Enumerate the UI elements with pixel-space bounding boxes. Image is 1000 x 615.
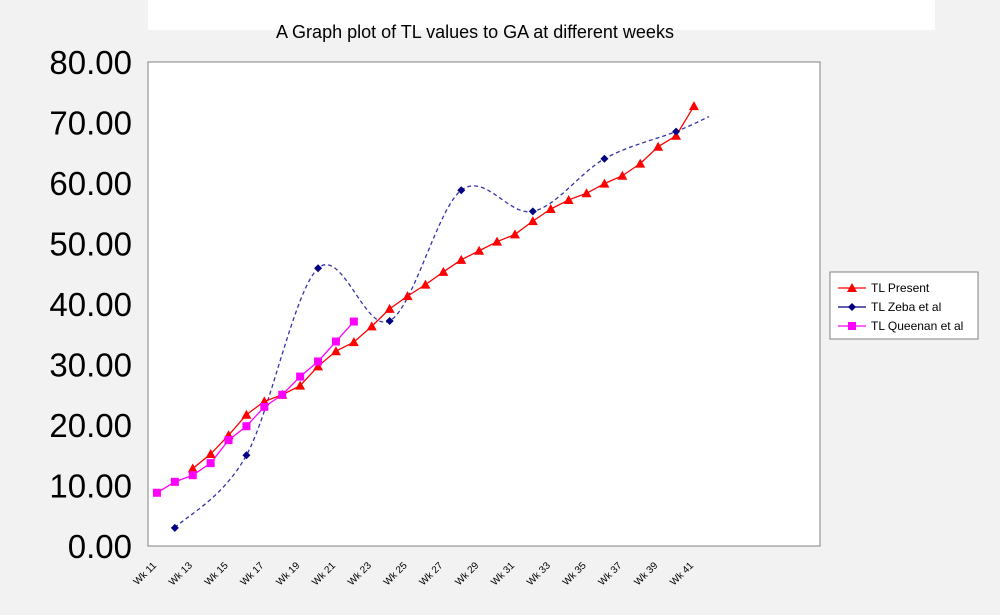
data-point bbox=[600, 154, 609, 163]
data-point bbox=[474, 245, 485, 255]
y-tick-label: 60.00 bbox=[49, 165, 132, 202]
data-point bbox=[278, 390, 287, 399]
data-point bbox=[241, 409, 252, 419]
data-point bbox=[331, 337, 340, 346]
data-point bbox=[205, 449, 216, 459]
series-markers bbox=[152, 101, 699, 532]
data-point bbox=[188, 471, 197, 480]
x-tick-label: Wk 21 bbox=[310, 560, 338, 588]
data-point bbox=[527, 216, 538, 226]
data-point bbox=[224, 436, 233, 445]
data-point bbox=[348, 337, 359, 347]
data-point bbox=[152, 488, 161, 497]
x-tick-label: Wk 27 bbox=[418, 560, 446, 588]
y-tick-label: 80.00 bbox=[49, 44, 132, 81]
data-point bbox=[260, 402, 269, 411]
data-point bbox=[242, 422, 251, 431]
data-point bbox=[206, 459, 215, 468]
data-point bbox=[170, 523, 179, 532]
x-tick-label: Wk 29 bbox=[453, 560, 481, 588]
y-tick-label: 30.00 bbox=[49, 347, 132, 384]
y-tick-label: 40.00 bbox=[49, 286, 132, 323]
data-point bbox=[314, 357, 323, 366]
x-tick-label: Wk 35 bbox=[561, 560, 589, 588]
x-tick-label: Wk 39 bbox=[632, 560, 660, 588]
y-tick-label: 0.00 bbox=[68, 528, 132, 565]
data-point bbox=[528, 207, 537, 216]
x-tick-label: Wk 15 bbox=[203, 560, 231, 588]
data-point bbox=[170, 477, 179, 486]
data-point bbox=[599, 178, 610, 188]
data-point bbox=[384, 303, 395, 313]
data-point bbox=[672, 127, 681, 136]
data-point bbox=[314, 264, 323, 273]
legend-label: TL Zeba et al bbox=[871, 300, 941, 314]
legend-label: TL Queenan et al bbox=[871, 319, 963, 333]
data-point bbox=[366, 321, 377, 331]
data-point bbox=[545, 204, 556, 214]
data-point bbox=[581, 188, 592, 198]
legend-marker bbox=[848, 303, 856, 311]
x-tick-label: Wk 41 bbox=[668, 560, 696, 588]
data-point bbox=[313, 361, 324, 371]
legend-label: TL Present bbox=[871, 281, 930, 295]
y-tick-label: 70.00 bbox=[49, 105, 132, 142]
trendline-path bbox=[174, 115, 710, 529]
data-point bbox=[385, 316, 394, 325]
x-tick-label: Wk 17 bbox=[239, 560, 267, 588]
data-point bbox=[457, 186, 466, 195]
data-point bbox=[509, 229, 520, 239]
x-tick-label: Wk 19 bbox=[274, 560, 302, 588]
x-tick-label: Wk 11 bbox=[132, 560, 160, 588]
data-point bbox=[349, 317, 358, 326]
data-point bbox=[296, 372, 305, 381]
x-tick-label: Wk 31 bbox=[489, 560, 517, 588]
chart-title: A Graph plot of TL values to GA at diffe… bbox=[276, 22, 674, 42]
data-point bbox=[563, 194, 574, 204]
x-tick-label: Wk 33 bbox=[525, 560, 553, 588]
x-tick-label: Wk 37 bbox=[597, 560, 625, 588]
y-tick-label: 20.00 bbox=[49, 407, 132, 444]
title-background bbox=[148, 0, 935, 30]
x-tick-label: Wk 25 bbox=[382, 560, 410, 588]
data-point bbox=[617, 170, 628, 180]
x-tick-label: Wk 13 bbox=[167, 560, 195, 588]
legend-marker bbox=[848, 322, 856, 330]
data-point bbox=[492, 236, 503, 246]
data-point bbox=[295, 380, 306, 390]
y-axis: 0.00 10.00 20.00 30.00 40.00 50.00 60.00 70.00 8… bbox=[49, 44, 132, 565]
y-tick-label: 10.00 bbox=[49, 468, 132, 505]
x-tick-label: Wk 23 bbox=[346, 560, 374, 588]
data-point bbox=[653, 141, 664, 151]
zeba-trendline bbox=[174, 115, 710, 529]
data-point bbox=[635, 158, 646, 168]
x-axis: Wk 11 Wk 13 Wk 15 Wk 17 Wk 19 Wk 21 Wk 23 Wk 25… bbox=[132, 560, 697, 588]
data-point bbox=[688, 101, 699, 111]
data-point bbox=[456, 254, 467, 264]
data-point bbox=[420, 279, 431, 289]
y-tick-label: 50.00 bbox=[49, 226, 132, 263]
plot-area bbox=[147, 61, 821, 547]
data-point bbox=[438, 266, 449, 276]
data-point bbox=[242, 451, 251, 460]
legend-marker bbox=[847, 283, 857, 292]
legend: TL Present TL Zeba et al TL Queenan et al bbox=[829, 271, 979, 340]
data-point bbox=[187, 463, 198, 473]
data-point bbox=[402, 291, 413, 301]
data-point bbox=[330, 346, 341, 356]
